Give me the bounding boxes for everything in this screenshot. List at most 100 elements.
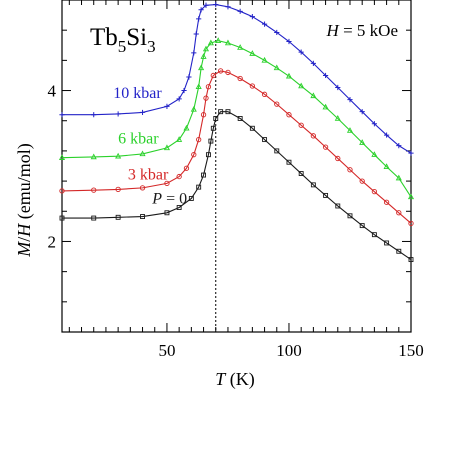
data-point: [347, 213, 353, 219]
data-point: [186, 74, 192, 80]
data-point: [262, 137, 268, 143]
data-point: [140, 214, 145, 220]
data-point: [274, 29, 280, 36]
x-axis-variable: T: [215, 369, 227, 389]
data-point: [176, 136, 183, 142]
data-point: [408, 257, 414, 263]
data-point: [335, 84, 341, 91]
data-point: [237, 8, 243, 14]
data-point: [181, 87, 187, 94]
data-point: [139, 109, 146, 116]
data-point: [347, 167, 353, 173]
data-point: [210, 125, 216, 131]
data-point: [310, 92, 317, 99]
data-point: [210, 72, 216, 79]
data-point: [407, 193, 415, 200]
data-point: [58, 154, 66, 160]
data-point: [285, 72, 293, 79]
data-point: [371, 151, 378, 157]
y-tick-label: 4: [48, 82, 57, 101]
series-line: [62, 3, 412, 154]
data-point: [298, 82, 305, 89]
series-10-kbar: [59, 1, 414, 156]
data-point: [91, 187, 97, 193]
field-annotation: H = 5 kOe: [326, 21, 398, 40]
data-point: [273, 64, 280, 71]
data-point: [191, 50, 197, 56]
data-point: [224, 39, 232, 46]
data-point: [90, 153, 97, 160]
y-axis-unit: (emu/mol): [14, 143, 35, 223]
data-point: [202, 45, 210, 52]
data-point: [261, 56, 268, 63]
data-point: [298, 49, 304, 55]
data-point: [384, 240, 390, 246]
data-point: [59, 188, 65, 194]
data-point: [261, 21, 268, 27]
data-point: [195, 83, 202, 90]
x-tick-label: 100: [276, 341, 302, 360]
data-point: [193, 31, 199, 37]
data-point: [176, 96, 182, 102]
data-point: [322, 72, 329, 79]
series-label-text: = 0: [162, 191, 187, 208]
series-6-kbar: [58, 37, 415, 200]
data-point: [396, 248, 402, 254]
series-label: 3 kbar: [128, 167, 169, 184]
y-axis-variable-1: M: [14, 241, 34, 258]
data-point: [191, 152, 197, 158]
series-label: P = 0: [151, 191, 187, 208]
data-point: [207, 39, 214, 46]
data-point: [198, 7, 204, 13]
data-point: [208, 138, 214, 144]
data-point: [408, 220, 414, 226]
data-point: [225, 4, 231, 10]
series-label: 10 kbar: [113, 85, 162, 102]
data-point: [115, 186, 121, 193]
data-point: [322, 144, 329, 150]
data-point: [176, 173, 182, 180]
title-subscript-1: 5: [118, 37, 127, 56]
plot-frame: [61, 0, 412, 333]
data-point: [274, 148, 280, 154]
data-point: [225, 69, 231, 76]
data-point: [213, 1, 219, 8]
data-point: [203, 2, 209, 8]
data-point: [59, 112, 65, 118]
data-point: [176, 205, 182, 210]
data-point: [383, 199, 390, 205]
chart-title: Tb5Si3: [90, 24, 156, 56]
data-point: [371, 189, 378, 195]
data-point: [347, 97, 353, 103]
plot-frame-group: [61, 0, 412, 333]
title-middle: Si: [126, 24, 147, 51]
y-axis-label: M/H (emu/mol): [14, 143, 35, 258]
series-p-eq-0: [59, 109, 414, 263]
data-point: [286, 38, 292, 45]
data-point: [383, 132, 390, 138]
data-point: [395, 174, 402, 181]
data-point: [335, 203, 341, 209]
x-axis-label: T (K): [215, 369, 255, 390]
data-point: [346, 127, 354, 133]
data-point: [163, 144, 170, 151]
data-point: [201, 172, 207, 178]
y-tick-label: 2: [48, 232, 57, 251]
data-point: [322, 103, 329, 110]
data-point: [164, 103, 170, 109]
series-label-text: 10 kbar: [113, 85, 162, 102]
data-point: [91, 215, 97, 221]
data-point: [261, 91, 268, 97]
data-point: [196, 136, 202, 143]
data-point: [249, 83, 256, 89]
data-point: [371, 121, 377, 127]
data-point: [225, 109, 231, 115]
data-point: [249, 50, 256, 56]
data-point: [203, 95, 209, 101]
data-point: [164, 180, 170, 187]
series-label: 6 kbar: [118, 130, 159, 147]
series-label-text: 3 kbar: [128, 167, 169, 184]
field-value: = 5 kOe: [339, 21, 398, 40]
data-point: [286, 112, 292, 118]
